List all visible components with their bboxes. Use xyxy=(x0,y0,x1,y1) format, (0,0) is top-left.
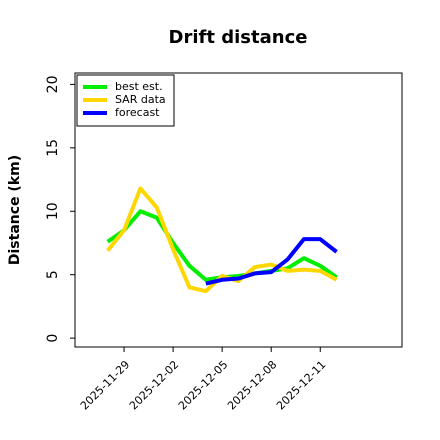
x-tick-label: 2025-12-05 xyxy=(176,358,230,412)
plot-frame xyxy=(74,72,403,348)
y-tick-label: 5 xyxy=(45,270,61,279)
legend-label: best est. xyxy=(115,80,163,93)
series-line xyxy=(106,186,338,294)
y-tick-label: 20 xyxy=(45,76,61,94)
x-tick-label: 2025-11-29 xyxy=(78,358,132,412)
x-tick-label: 2025-12-11 xyxy=(274,358,328,412)
y-tick-label: 0 xyxy=(45,334,61,343)
chart-title: Drift distance xyxy=(169,27,308,48)
x-tick-label: 2025-12-08 xyxy=(225,358,279,412)
x-tick-label: 2025-12-02 xyxy=(127,358,181,412)
y-tick-label: 15 xyxy=(45,139,61,157)
legend-label: forecast xyxy=(115,106,160,119)
y-axis-label: Distance (km) xyxy=(7,155,23,265)
series-line xyxy=(205,237,338,286)
y-tick-label: 10 xyxy=(45,202,61,220)
legend-label: SAR data xyxy=(115,93,166,106)
